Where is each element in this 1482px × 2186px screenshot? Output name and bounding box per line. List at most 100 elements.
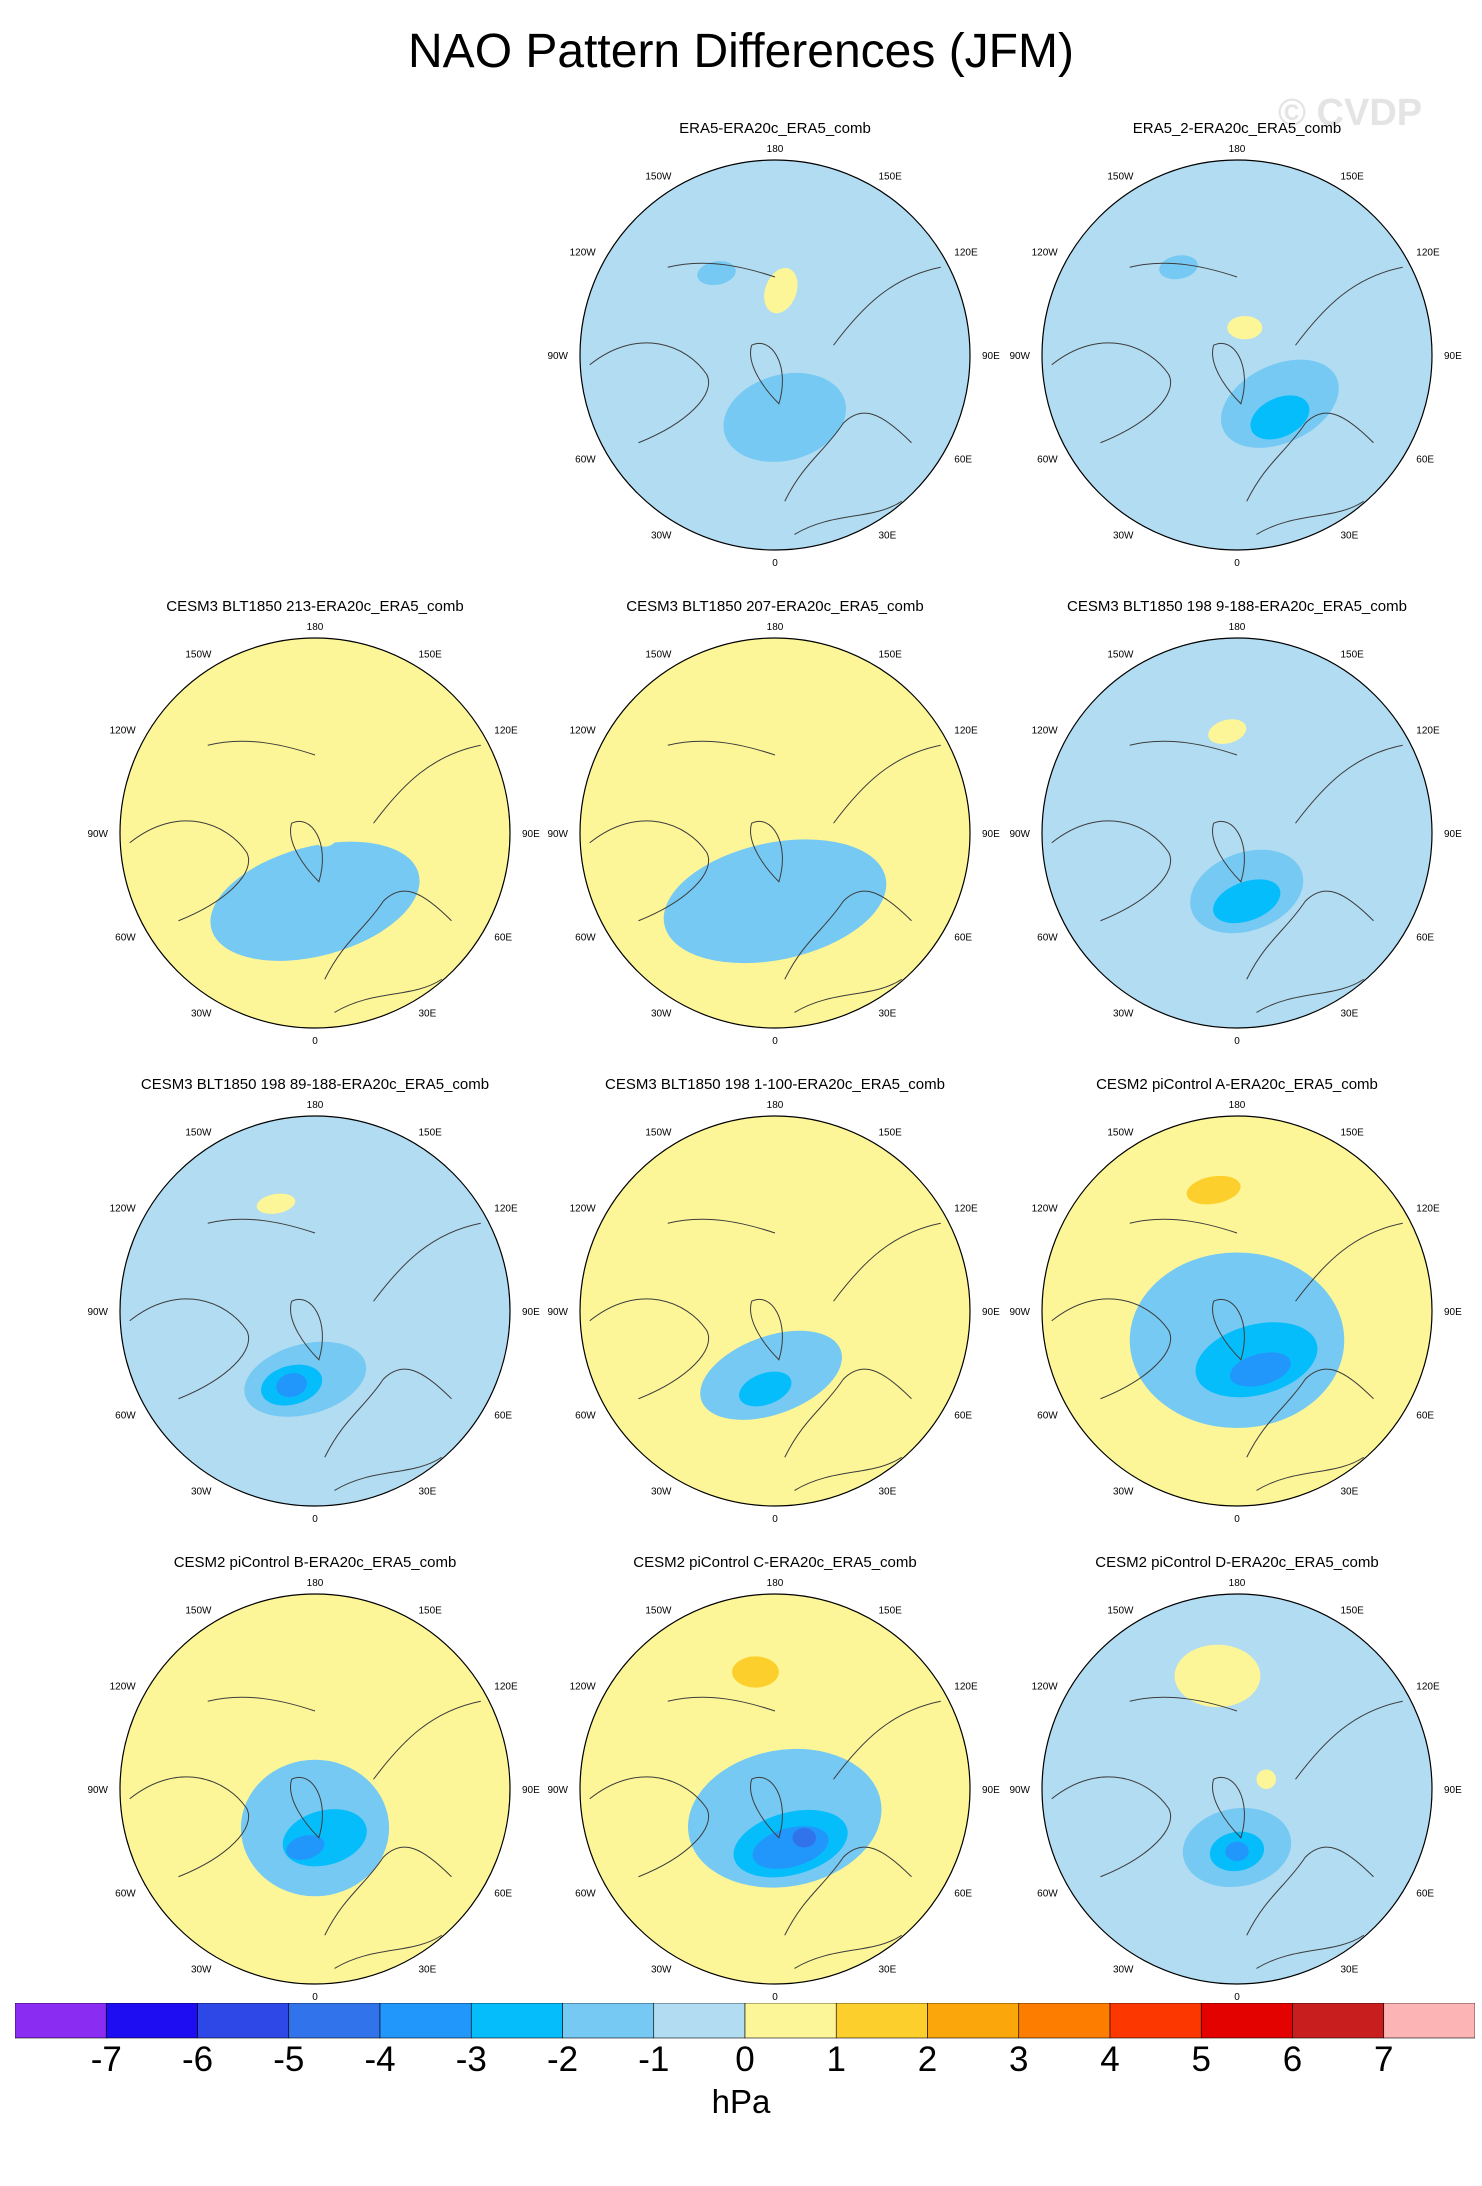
longitude-label: 150E (879, 1128, 903, 1139)
map-border (1041, 159, 1433, 551)
polar-map: 180 150E 120E 90E 60E 30E 0 30W 60W 90W 120W 150W (1009, 1578, 1462, 2003)
longitude-label: 120E (954, 248, 978, 259)
anomaly-contour (1225, 1841, 1249, 1862)
map-border (1041, 637, 1433, 1029)
anomaly-contour (1159, 255, 1198, 280)
anomaly-contour (1229, 1352, 1291, 1387)
colorbar-swatch (1109, 2003, 1202, 2039)
anomaly-contour (276, 1373, 307, 1398)
anomaly-contour (311, 819, 339, 847)
coastline (833, 266, 941, 346)
colorbar-tick-label: 1 (826, 2040, 846, 2079)
coastline (1051, 1298, 1171, 1400)
longitude-label: 0 (312, 1514, 318, 1525)
anomaly-contour (739, 1371, 792, 1407)
colorbar-swatch (197, 2003, 290, 2039)
anomaly-contour (1250, 395, 1310, 440)
coastline (750, 1776, 783, 1839)
coastline (1129, 1218, 1238, 1234)
longitude-label: 60W (575, 1889, 596, 1900)
longitude-label: 30W (651, 1486, 672, 1497)
longitude-label: 180 (767, 144, 784, 155)
map-border (119, 637, 511, 1029)
colorbar-swatch (1200, 2003, 1293, 2039)
anomaly-contour (700, 801, 740, 826)
longitude-label: 120W (570, 726, 597, 737)
longitude-label: 150E (419, 1606, 443, 1617)
colorbar-swatch (835, 2003, 928, 2039)
anomaly-contour (697, 261, 736, 286)
colorbar-tick-label: -3 (455, 2040, 487, 2079)
anomaly-contour (1213, 879, 1281, 924)
colorbar-swatch (470, 2003, 563, 2039)
map-panel: CESM2 piControl C-ERA20c_ERA5_comb 180 150… (540, 1554, 1010, 2024)
longitude-label: 120W (570, 248, 597, 259)
anomaly-contour (746, 1206, 785, 1229)
longitude-label: 30W (191, 1008, 212, 1019)
longitude-label: 120E (1416, 726, 1440, 737)
coastline (1295, 266, 1403, 346)
longitude-label: 90W (1009, 1307, 1030, 1318)
longitude-label: 90W (1009, 351, 1030, 362)
longitude-label: 60W (1037, 455, 1058, 466)
longitude-label: 150W (645, 1606, 672, 1617)
longitude-label: 90E (522, 829, 540, 840)
longitude-label: 150E (879, 1606, 903, 1617)
colorbar-tick-label: 2 (917, 2040, 938, 2079)
longitude-label: 90W (547, 1785, 568, 1796)
longitude-label: 120W (570, 1682, 597, 1693)
polar-map: 180 150E 120E 90E 60E 30E 0 30W 60W 90W 120W 150W (547, 144, 1000, 569)
longitude-label: 120E (954, 726, 978, 737)
longitude-label: 0 (1234, 558, 1240, 569)
figure-title: NAO Pattern Differences (JFM) (408, 25, 1074, 78)
longitude-label: 0 (772, 558, 778, 569)
longitude-label: 30W (651, 1964, 672, 1975)
longitude-label: 120E (1416, 248, 1440, 259)
coastline (589, 1298, 709, 1400)
anomaly-contour (792, 1828, 816, 1848)
anomaly-contour (765, 807, 805, 839)
coastline (794, 978, 903, 1013)
anomaly-contour (1256, 1769, 1276, 1789)
polar-map: 180 150E 120E 90E 60E 30E 0 30W 60W 90W 120W 150W (1009, 622, 1462, 1047)
longitude-label: 30E (1341, 530, 1359, 541)
longitude-label: 30W (651, 530, 672, 541)
longitude-label: 120E (1416, 1204, 1440, 1215)
longitude-label: 90E (522, 1785, 540, 1796)
longitude-label: 90W (1009, 829, 1030, 840)
longitude-label: 30E (1341, 1964, 1359, 1975)
colorbar-swatch (105, 2003, 198, 2039)
coastline (1212, 342, 1245, 405)
coastline (1246, 412, 1374, 502)
coastline (833, 1222, 941, 1302)
longitude-label: 60W (575, 933, 596, 944)
coastline (1129, 1696, 1238, 1712)
coastline (373, 1222, 481, 1302)
longitude-label: 150E (1341, 1606, 1365, 1617)
panel-title: CESM2 piControl B-ERA20c_ERA5_comb (173, 1554, 457, 1571)
coastline (334, 978, 443, 1013)
coastline (1295, 1700, 1403, 1780)
coastline (1256, 500, 1365, 535)
map-background (1042, 1594, 1432, 1984)
anomaly-contour (708, 879, 823, 935)
colorbar-labels: -7 -6 -5 -4 -3 -2 -1 0 1 2 3 4 5 6 7 (0, 2040, 1482, 2100)
longitude-label: 180 (767, 1100, 784, 1111)
longitude-label: 30W (1113, 1486, 1134, 1497)
longitude-label: 60E (954, 933, 972, 944)
panel-title: CESM3 BLT1850 207-ERA20c_ERA5_comb (626, 598, 924, 615)
map-background (580, 160, 970, 550)
coastline (1295, 744, 1403, 824)
longitude-label: 30W (1113, 1008, 1134, 1019)
longitude-label: 30W (191, 1964, 212, 1975)
coastline (589, 1776, 709, 1878)
longitude-label: 120W (1032, 248, 1059, 259)
colorbar-swatch (1383, 2003, 1475, 2039)
coastline (1246, 1846, 1374, 1936)
map-background (120, 1116, 510, 1506)
coastline (1212, 1298, 1245, 1361)
longitude-label: 90W (87, 829, 108, 840)
coastline (207, 740, 316, 756)
longitude-label: 30E (419, 1964, 437, 1975)
map-background (580, 1116, 970, 1506)
